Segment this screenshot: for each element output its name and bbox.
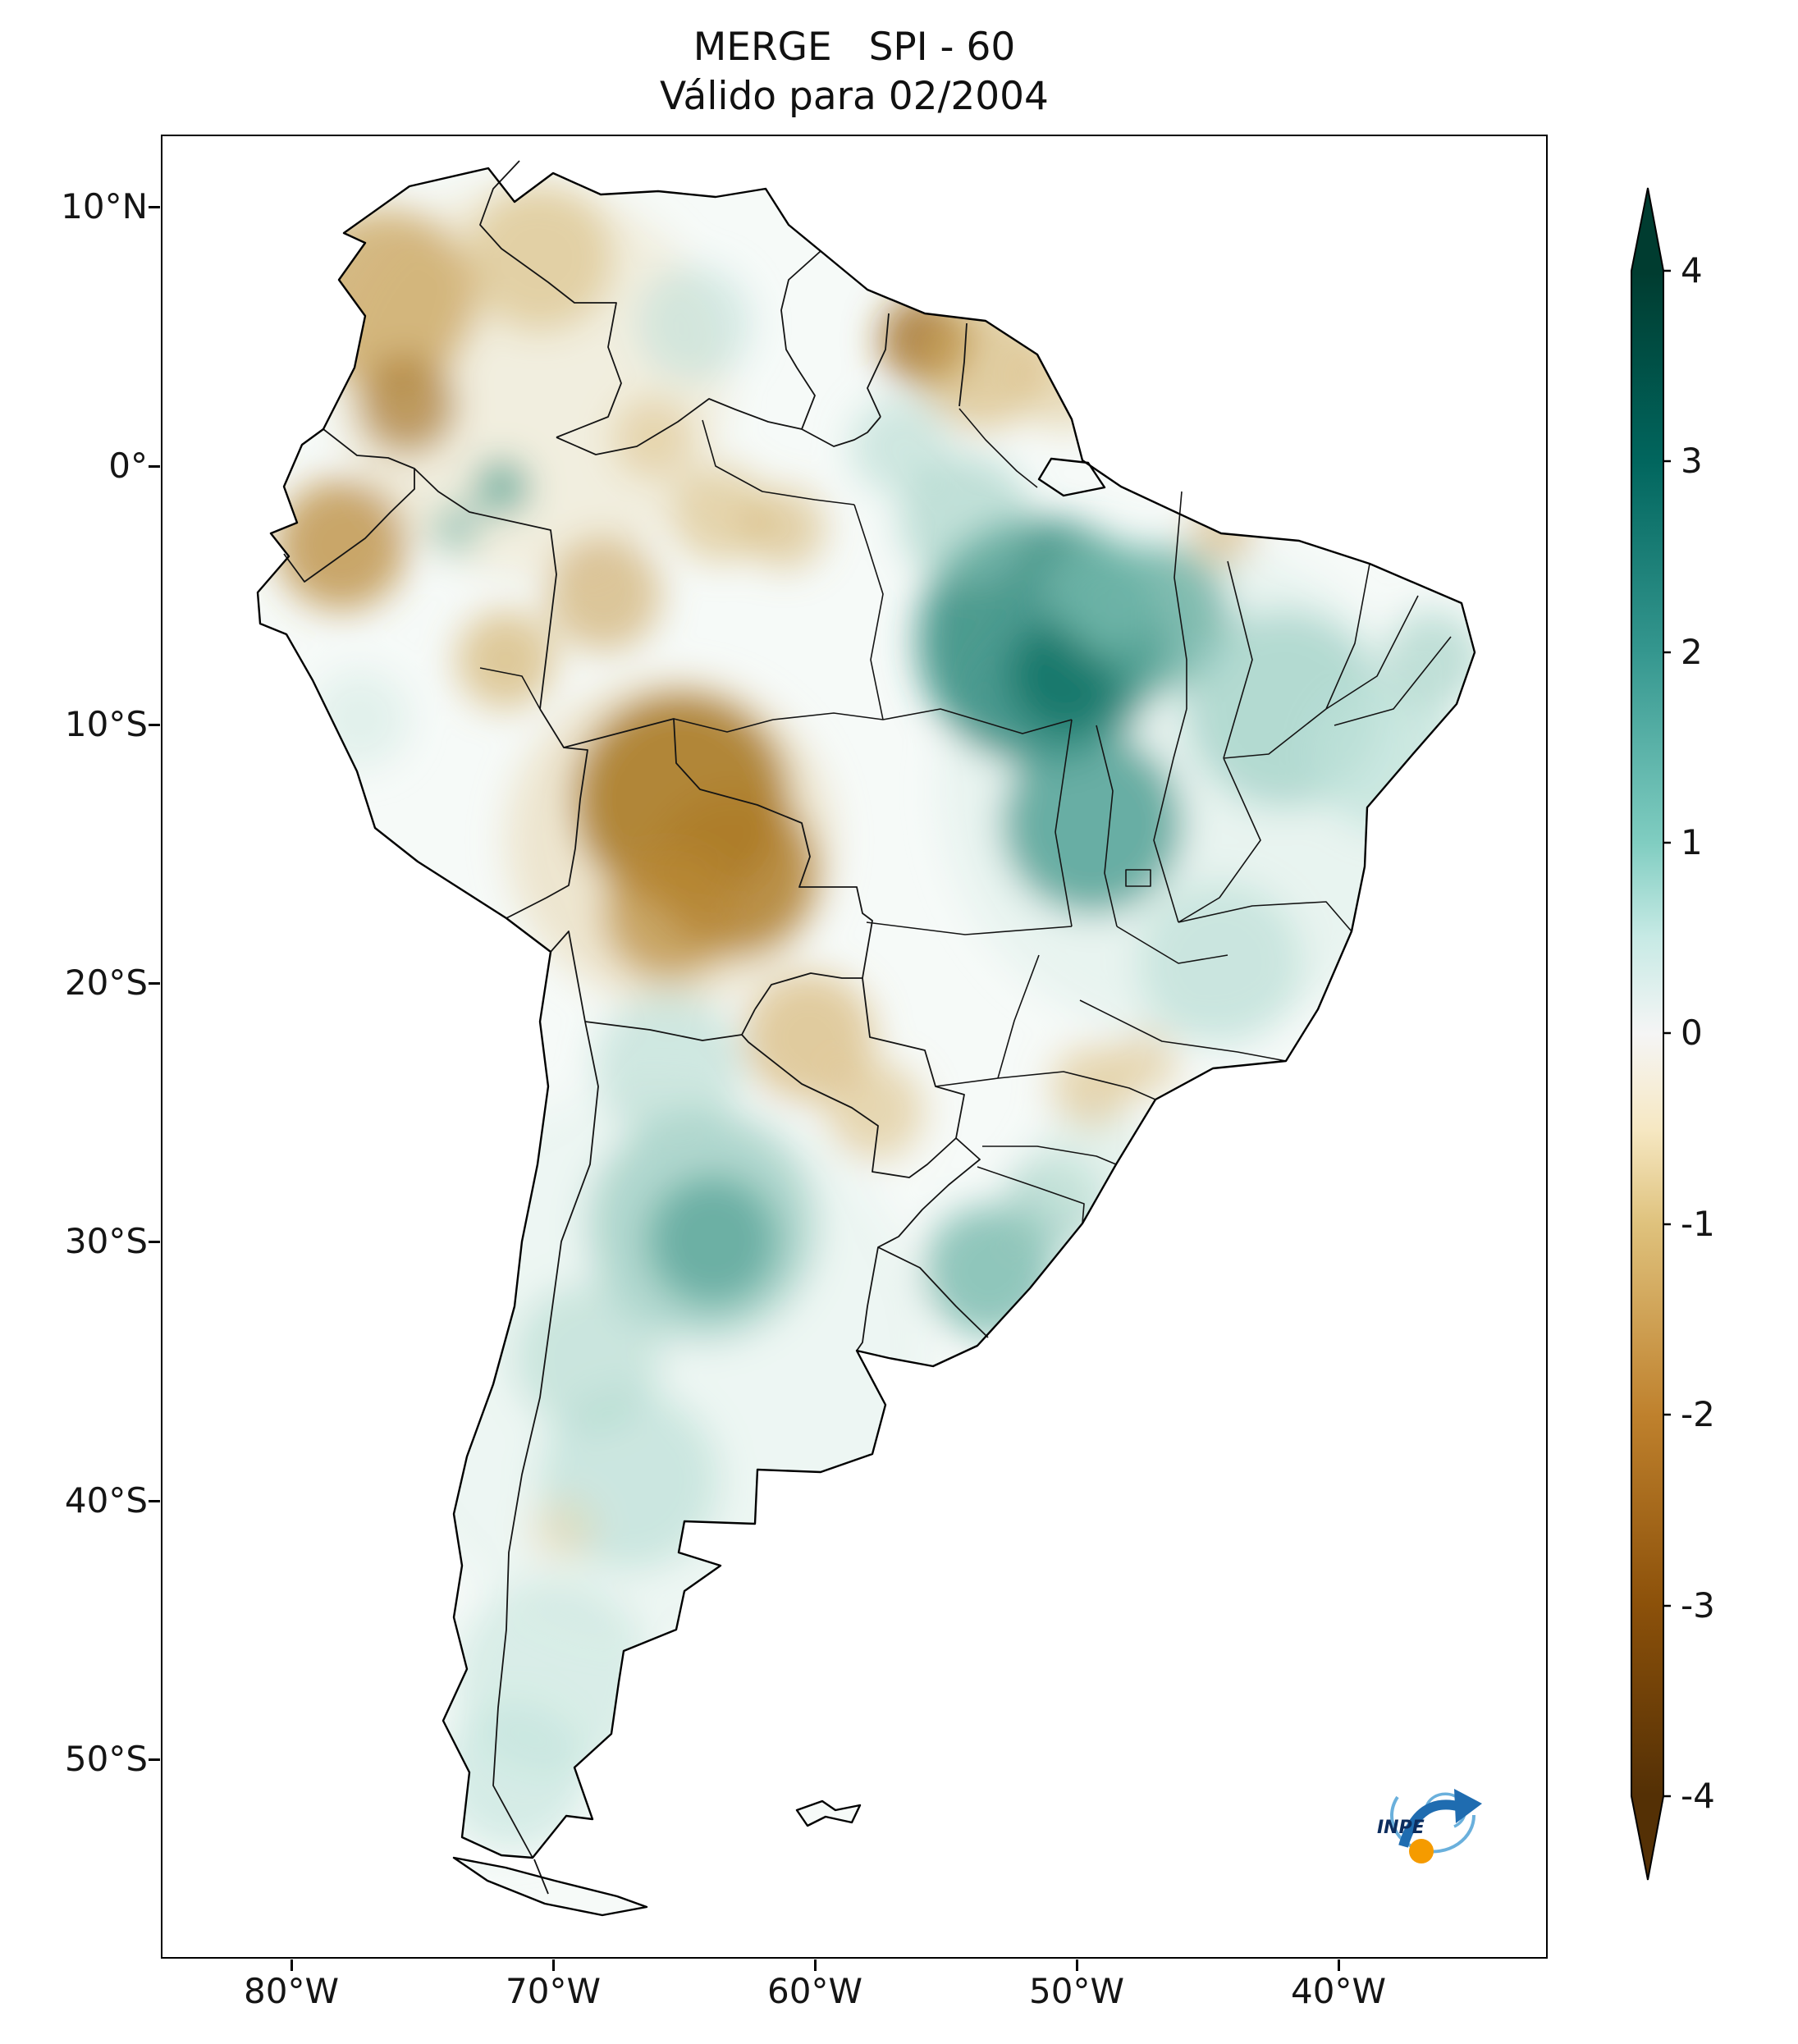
x-tick-label: 50°W	[1029, 1971, 1124, 2011]
y-tick-mark	[149, 982, 160, 985]
logo-text: INPE	[1377, 1818, 1425, 1838]
x-tick-label: 70°W	[506, 1971, 601, 2011]
y-tick-mark	[149, 724, 160, 726]
y-tick-label: 50°S	[64, 1739, 148, 1779]
x-tick-mark	[552, 1959, 555, 1971]
colorbar-tick-label: -4	[1681, 1776, 1715, 1816]
colorbar-tick-label: -1	[1681, 1204, 1715, 1244]
inpe-logo: INPE	[1369, 1764, 1500, 1883]
y-tick-mark	[149, 465, 160, 468]
x-tick-label: 60°W	[767, 1971, 862, 2011]
colorbar-tick-label: 1	[1681, 822, 1703, 862]
x-tick-label: 40°W	[1291, 1971, 1386, 2011]
y-tick-label: 10°S	[64, 704, 148, 744]
x-tick-mark	[291, 1959, 293, 1971]
state-borders	[479, 408, 1452, 1224]
y-tick-label: 10°N	[61, 186, 148, 226]
x-tick-mark	[1338, 1959, 1340, 1971]
y-tick-label: 40°S	[64, 1480, 148, 1520]
y-tick-label: 20°S	[64, 963, 148, 1003]
figure-title: MERGE SPI - 60	[693, 25, 1016, 70]
y-tick-mark	[149, 1241, 160, 1243]
colorbar-tick-label: 3	[1681, 441, 1703, 481]
logo-orange-ball	[1409, 1839, 1434, 1863]
y-tick-mark	[149, 1758, 160, 1761]
inpe-logo-graphic: INPE	[1377, 1789, 1482, 1863]
figure-subtitle: Válido para 02/2004	[660, 74, 1049, 119]
y-tick-mark	[149, 206, 160, 208]
colorbar-tick-label: 0	[1681, 1013, 1703, 1053]
colorbar	[1631, 187, 1671, 1881]
colorbar-gradient	[1631, 187, 1664, 1881]
logo-arrow	[1398, 1799, 1462, 1848]
y-tick-mark	[149, 1500, 160, 1502]
colorbar-tick-label: 4	[1681, 250, 1703, 290]
x-tick-label: 80°W	[244, 1971, 339, 2011]
colorbar-tick-marks	[1663, 269, 1671, 1798]
x-tick-mark	[1076, 1959, 1078, 1971]
coastline-outline	[256, 167, 1476, 1917]
y-tick-label: 0°	[108, 446, 148, 486]
logo-arrowhead	[1454, 1789, 1482, 1823]
plot-frame	[161, 135, 1548, 1959]
colorbar-tick-label: -2	[1681, 1394, 1715, 1434]
y-tick-label: 30°S	[64, 1221, 148, 1261]
colorbar-tick-label: 2	[1681, 632, 1703, 672]
south-america-spi-map	[256, 160, 1476, 1917]
colorbar-tick-label: -3	[1681, 1585, 1715, 1626]
x-tick-mark	[814, 1959, 817, 1971]
